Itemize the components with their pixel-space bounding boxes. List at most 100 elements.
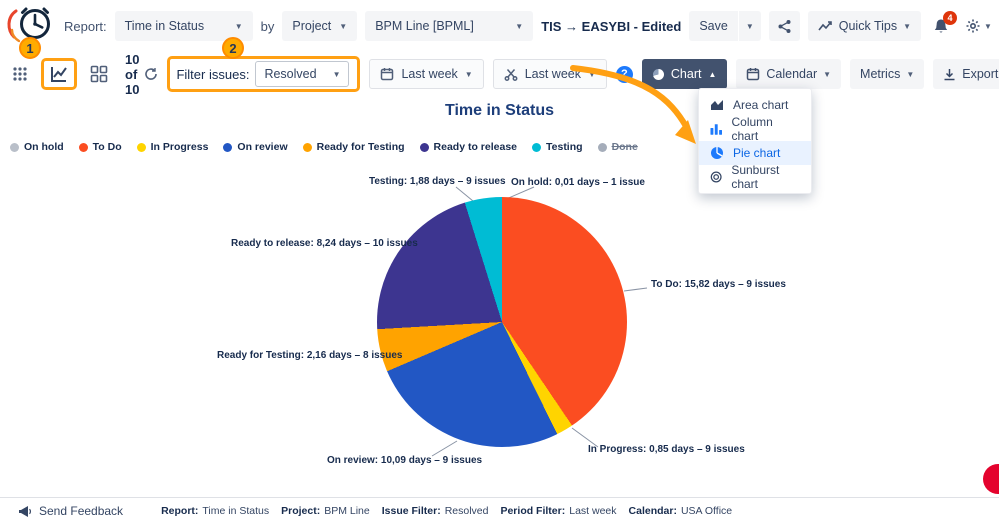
- legend-dot: [10, 142, 19, 152]
- chevron-down-icon: ▼: [984, 21, 992, 31]
- filter-issues-value: Resolved: [264, 67, 317, 81]
- download-icon: [944, 68, 955, 80]
- legend-item-testing[interactable]: Testing: [532, 141, 583, 153]
- footer-bar: Send Feedback Report: Time in Status Proj…: [0, 497, 999, 524]
- chevron-down-icon: ▼: [464, 69, 473, 79]
- refresh-button[interactable]: [144, 67, 158, 81]
- save-button[interactable]: Save: [689, 11, 738, 41]
- annotation-step-2: 2: [222, 37, 244, 59]
- callout-on-hold: On hold: 0,01 days – 1 issue: [511, 177, 645, 188]
- annotation-box-chart-view: [41, 58, 77, 90]
- chevron-down-icon: ▼: [234, 21, 243, 31]
- pie-chart-icon: [652, 68, 664, 80]
- chart-title: Time in Status: [444, 102, 555, 119]
- legend-item-to-do[interactable]: To Do: [78, 141, 122, 153]
- chart-button-label: Chart: [670, 67, 702, 81]
- export-menu-button[interactable]: Export ▼: [933, 59, 999, 89]
- callout-ready-for-testing: Ready for Testing: 2,16 days – 8 issues: [217, 350, 403, 361]
- menu-item-pie-chart[interactable]: Pie chart: [699, 141, 811, 165]
- chevron-down-icon: ▼: [515, 21, 524, 31]
- chevron-down-icon: ▼: [587, 69, 596, 79]
- period-filter-button[interactable]: Last week ▼: [369, 59, 484, 89]
- export-button-label: Export: [962, 67, 999, 81]
- filter-issues-select[interactable]: Resolved ▼: [255, 61, 350, 87]
- project-select-value: BPM Line [BPML]: [375, 19, 474, 33]
- scissors-icon: [504, 69, 518, 81]
- chevron-down-icon: ▼: [906, 69, 915, 79]
- apps-grid-button[interactable]: [8, 64, 32, 84]
- menu-item-area-chart[interactable]: Area chart: [699, 93, 811, 117]
- summary-issue-filter: Issue Filter: Resolved: [381, 505, 489, 517]
- legend-item-ready-to-release[interactable]: Ready to release: [419, 141, 517, 153]
- send-feedback-button[interactable]: Send Feedback: [12, 503, 129, 519]
- project-select[interactable]: BPM Line [BPML] ▼: [365, 11, 534, 41]
- chevron-down-icon: ▼: [332, 69, 341, 79]
- callout-in-progress: In Progress: 0,85 days – 9 issues: [588, 444, 745, 455]
- legend-dot: [419, 142, 429, 152]
- chart-menu-button[interactable]: Chart ▲: [641, 59, 728, 89]
- filter-issues-label: Filter issues:: [176, 66, 250, 82]
- save-options-button[interactable]: ▼: [738, 11, 761, 41]
- callout-ready-to-release: Ready to release: 8,24 days – 10 issues: [231, 238, 418, 249]
- legend-dot: [597, 142, 607, 152]
- legend-dot: [78, 142, 88, 152]
- help-button[interactable]: ?: [615, 65, 633, 83]
- menu-item-column-chart[interactable]: Column chart: [699, 115, 811, 143]
- report-summary: Report: Time in Status Project: BPM Line I…: [161, 505, 732, 517]
- refresh-icon: [145, 68, 158, 80]
- document-title: TIS → EASYBI - Edited: [541, 18, 682, 34]
- legend-item-on-review[interactable]: On review: [223, 141, 288, 153]
- apps-grid-icon: [13, 67, 27, 81]
- metrics-menu-button[interactable]: Metrics ▼: [850, 59, 925, 89]
- legend-dot: [532, 142, 541, 152]
- report-select-value: Time in Status: [124, 19, 205, 33]
- group-by-value: Project: [292, 19, 332, 33]
- issue-count: 10 of 10: [125, 52, 158, 97]
- send-feedback-label: Send Feedback: [39, 504, 124, 518]
- report-select[interactable]: Time in Status ▼: [114, 11, 253, 41]
- legend-dot: [136, 142, 146, 152]
- sunburst-chart-icon: [710, 171, 722, 183]
- group-by-select[interactable]: Project ▼: [282, 11, 358, 41]
- legend-item-on-hold[interactable]: On hold: [10, 141, 64, 153]
- summary-period-filter: Period Filter: Last week: [500, 505, 617, 517]
- period-filter-value: Last week: [401, 67, 458, 81]
- calendar-menu-button[interactable]: Calendar ▼: [736, 59, 842, 89]
- issue-count-text: 10 of 10: [125, 51, 140, 97]
- floating-help-button[interactable]: [983, 464, 999, 494]
- chart-type-menu: Area chart Column chart Pie chart Sunbur…: [698, 88, 812, 194]
- legend-item-done[interactable]: Done: [597, 141, 638, 153]
- settings-button[interactable]: ▼: [961, 16, 996, 36]
- legend-item-ready-for-testing[interactable]: Ready for Testing: [302, 141, 405, 153]
- menu-item-sunburst-chart[interactable]: Sunburst chart: [699, 163, 811, 191]
- share-icon: [778, 19, 791, 33]
- annotation-box-filter: Filter issues: Resolved ▼: [167, 56, 361, 92]
- board-grid-icon: [90, 65, 108, 83]
- quick-tips-label: Quick Tips: [838, 19, 898, 33]
- top-header: Report: Time in Status ▼ by Project ▼ BP…: [0, 0, 999, 50]
- chevron-down-icon: ▼: [745, 21, 754, 31]
- sprint-filter-button[interactable]: Last week ▼: [492, 59, 607, 89]
- gear-icon: [966, 19, 980, 33]
- notifications-button[interactable]: 4: [929, 10, 958, 37]
- chevron-down-icon: ▼: [903, 21, 912, 31]
- chevron-up-icon: ▲: [708, 69, 717, 79]
- calendar-icon: [381, 68, 394, 81]
- legend-dot: [223, 142, 233, 152]
- pie-chart-icon: [711, 147, 723, 159]
- board-view-button[interactable]: [86, 63, 112, 85]
- legend-dot: [302, 142, 312, 152]
- line-chart-icon: [51, 67, 67, 82]
- legend-item-in-progress[interactable]: In Progress: [136, 141, 208, 153]
- callout-testing: Testing: 1,88 days – 9 issues: [369, 176, 506, 187]
- chart-legend: On hold To Do In Progress On review Read…: [10, 141, 638, 153]
- calendar-button-label: Calendar: [766, 67, 818, 81]
- share-button[interactable]: [768, 11, 800, 41]
- quick-tips-button[interactable]: Quick Tips ▼: [807, 11, 922, 41]
- app-logo[interactable]: [4, 4, 56, 48]
- pie-chart[interactable]: [377, 197, 627, 447]
- metrics-button-label: Metrics: [860, 67, 901, 81]
- chart-view-button[interactable]: [48, 63, 70, 85]
- report-toolbar: 10 of 10 Filter issues: Resolved ▼ Last …: [0, 52, 999, 97]
